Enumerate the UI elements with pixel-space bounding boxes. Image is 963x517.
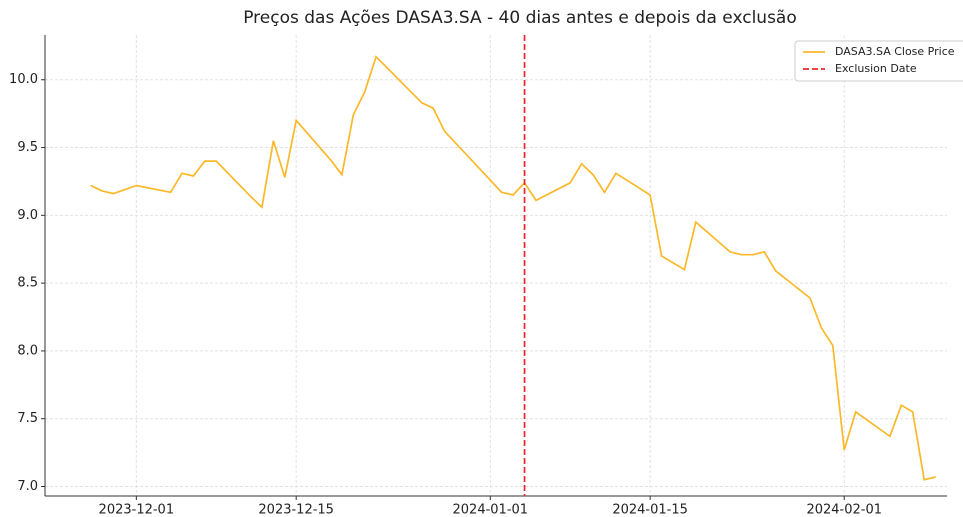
x-tick-label: 2023-12-15 (258, 503, 334, 517)
price-line (90, 55, 936, 481)
y-tick-label: 9.0 (17, 208, 38, 223)
y-tick-label: 10.0 (9, 72, 38, 87)
y-tick-label: 7.0 (17, 479, 38, 494)
legend-box (794, 40, 963, 82)
legend-label: Exclusion Date (835, 62, 917, 75)
y-tick-label: 7.5 (17, 411, 38, 426)
x-tick-label: 2024-01-15 (612, 503, 688, 517)
x-tick-label: 2024-02-01 (806, 503, 882, 517)
y-tick-label: 8.0 (17, 343, 38, 358)
y-tick-label: 9.5 (17, 140, 38, 155)
x-tick-label: 2023-12-01 (99, 503, 175, 517)
legend-label: DASA3.SA Close Price (835, 45, 955, 58)
y-tick-label: 8.5 (17, 276, 38, 291)
x-tick-label: 2024-01-01 (453, 503, 529, 517)
chart-title: Preços das Ações DASA3.SA - 40 dias ante… (243, 8, 797, 28)
